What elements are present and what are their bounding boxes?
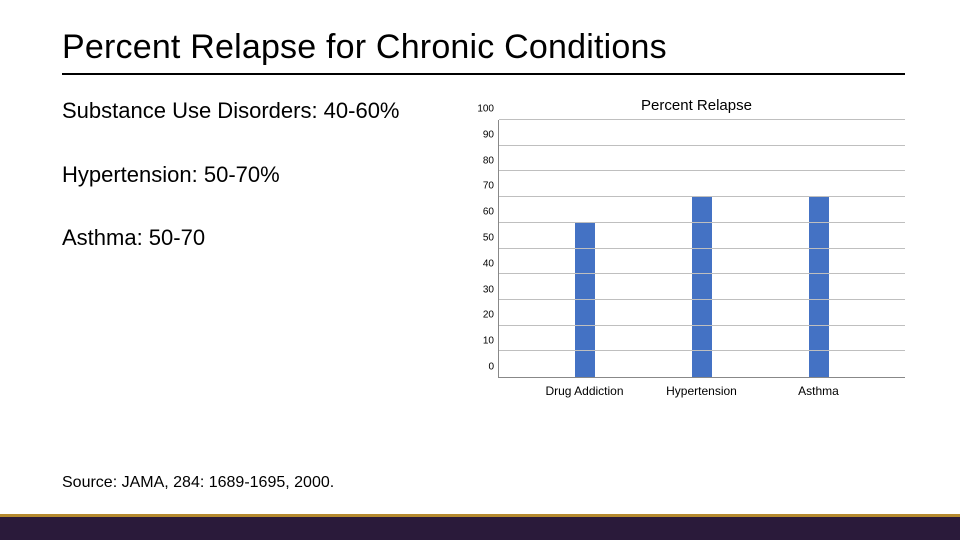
y-tick-label: 0 (488, 362, 494, 373)
grid-line (499, 350, 905, 351)
bullet-hypertension: Hypertension: 50-70% (62, 161, 460, 189)
chart-title: Percent Relapse (488, 97, 905, 114)
y-axis: 0102030405060708090100 (468, 120, 498, 378)
y-tick-label: 20 (483, 310, 494, 321)
bar-chart: 0102030405060708090100 (468, 120, 905, 378)
chart-column: Percent Relapse 0 10 20 30 40 50 60 70 80 90 100 D… (460, 97, 905, 398)
x-axis-labels: Drug Addiction Hypertension Asthma (498, 384, 905, 398)
grid-line (499, 119, 905, 120)
y-tick-label: 80 (483, 155, 494, 166)
grid-line (499, 222, 905, 223)
bullet-asthma: Asthma: 50-70 (62, 224, 460, 252)
grid-line (499, 299, 905, 300)
x-label: Asthma (779, 384, 859, 398)
x-label: Hypertension (662, 384, 742, 398)
grid-line (499, 196, 905, 197)
y-tick-label: 100 (477, 104, 494, 115)
bar-drug-addiction (575, 223, 595, 377)
slide: Percent Relapse for Chronic Conditions S… (0, 0, 960, 540)
plot-area (498, 120, 905, 378)
y-tick-label: 10 (483, 336, 494, 347)
y-tick-label: 70 (483, 181, 494, 192)
footer-bar (0, 514, 960, 540)
source-citation: Source: JAMA, 284: 1689-1695, 2000. (62, 474, 334, 492)
grid-line (499, 273, 905, 274)
y-tick-label: 90 (483, 129, 494, 140)
content-row: Substance Use Disorders: 40-60% Hyperten… (62, 97, 905, 398)
grid-line (499, 325, 905, 326)
y-tick-label: 40 (483, 258, 494, 269)
y-tick-label: 50 (483, 233, 494, 244)
grid-line (499, 170, 905, 171)
title-divider (62, 73, 905, 75)
page-title: Percent Relapse for Chronic Conditions (62, 28, 905, 67)
y-tick-label: 30 (483, 284, 494, 295)
bullet-substance-use: Substance Use Disorders: 40-60% (62, 97, 460, 125)
y-tick-label: 60 (483, 207, 494, 218)
grid-line (499, 145, 905, 146)
bars-container (499, 120, 905, 377)
left-column: Substance Use Disorders: 40-60% Hyperten… (62, 97, 460, 398)
grid-line (499, 248, 905, 249)
x-label: Drug Addiction (545, 384, 625, 398)
